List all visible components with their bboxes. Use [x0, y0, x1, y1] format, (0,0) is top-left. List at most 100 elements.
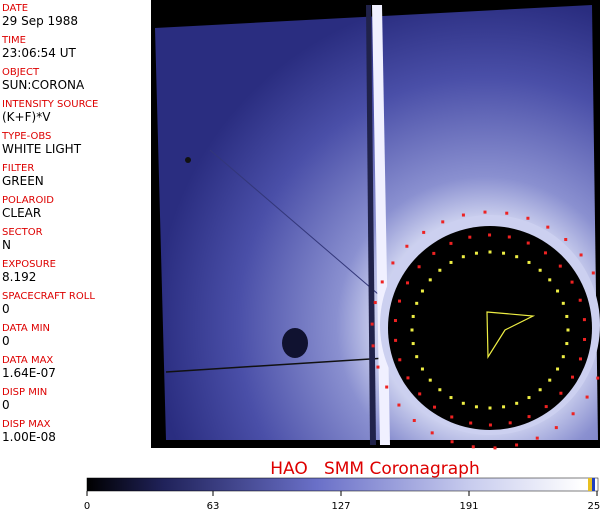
marker-dot	[515, 443, 519, 447]
field-value: SUN:CORONA	[2, 78, 85, 92]
field-label: DISP MIN	[2, 387, 48, 398]
marker-dot	[571, 412, 575, 416]
colorbar	[86, 477, 599, 492]
marker-dot	[559, 391, 563, 395]
colorbar-tick-label: 255	[587, 501, 600, 512]
marker-dot	[405, 244, 409, 248]
marker-dot	[385, 385, 389, 389]
occulter	[388, 226, 592, 430]
field-value: WHITE LIGHT	[2, 142, 82, 156]
marker-dot	[398, 358, 402, 362]
marker-dot	[546, 225, 550, 229]
marker-dot	[371, 344, 375, 348]
marker-dot	[406, 281, 410, 285]
marker-dot	[468, 235, 472, 239]
marker-dot	[441, 220, 445, 224]
marker-dot	[411, 314, 415, 318]
marker-dot	[398, 299, 402, 303]
marker-dot	[370, 322, 374, 326]
marker-dot	[474, 405, 478, 409]
marker-dot	[526, 216, 530, 220]
marker-dot	[428, 378, 432, 382]
selection	[486, 311, 536, 360]
corona-image	[155, 5, 598, 440]
marker-dot	[527, 415, 531, 419]
marker-dot	[561, 355, 565, 359]
marker-dot	[373, 301, 377, 305]
marker-dot	[548, 278, 552, 282]
marker-dot	[438, 268, 442, 272]
field-label: DATA MAX	[2, 355, 54, 366]
streak	[209, 149, 386, 301]
marker-dot	[488, 233, 492, 237]
marker-dot	[579, 253, 583, 257]
colorbar-end	[592, 478, 595, 491]
marker-dot	[535, 436, 539, 440]
field-value: 29 Sep 1988	[2, 14, 79, 28]
field-value: GREEN	[2, 174, 44, 188]
marker-dot	[415, 355, 419, 359]
marker-dot	[430, 431, 434, 435]
dark-spot	[282, 328, 308, 358]
marker-dot	[438, 388, 442, 392]
info-panel: DATE 29 Sep 1988 TIME 23:06:54 UT OBJECT SUN:…	[0, 0, 152, 448]
marker-dot	[471, 445, 475, 449]
field-label: FILTER	[2, 163, 35, 174]
marker-dot	[585, 395, 589, 399]
marker-dot	[433, 405, 437, 409]
marker-dot	[527, 260, 531, 264]
marker-dot	[417, 265, 421, 269]
field-label: DATA MIN	[2, 323, 50, 334]
marker-dot	[488, 406, 492, 410]
marker-dot	[578, 298, 582, 302]
marker-dot	[422, 230, 426, 234]
marker-dot	[450, 440, 454, 444]
pylon	[372, 5, 390, 445]
field-value: 1.00E-08	[2, 430, 56, 444]
field-value: 0	[2, 398, 10, 412]
field-value: 1.64E-07	[2, 366, 56, 380]
marker-dot	[561, 301, 565, 305]
marker-dot	[410, 328, 414, 332]
field-value: 0	[2, 334, 10, 348]
marker-dot	[380, 280, 384, 284]
marker-dot	[449, 260, 453, 264]
marker-dot	[538, 268, 542, 272]
marker-dot	[449, 241, 453, 245]
marker-dot	[566, 328, 570, 332]
field-label: EXPOSURE	[2, 259, 57, 270]
pylon-shadow	[366, 5, 376, 445]
colorbar-tick-label: 63	[207, 501, 220, 512]
marker-dot	[493, 446, 497, 450]
marker-dot	[538, 388, 542, 392]
marker-dot	[543, 251, 547, 255]
field-label: OBJECT	[2, 67, 40, 78]
marker-dot	[507, 235, 511, 239]
marker-dot	[570, 280, 574, 284]
field-label: DISP MAX	[2, 419, 51, 430]
marker-dot	[461, 213, 465, 217]
marker-dot	[412, 418, 416, 422]
colorbar-tick-label: 0	[84, 501, 90, 512]
marker-dot	[461, 255, 465, 259]
marker-dot	[415, 301, 419, 305]
marker-dot	[502, 405, 506, 409]
field-label: TIME	[2, 35, 27, 46]
marker-dot	[515, 401, 519, 405]
marker-dot	[544, 405, 548, 409]
marker-dot	[450, 415, 454, 419]
marker-dot	[578, 357, 582, 361]
marker-dot	[483, 210, 487, 214]
marker-dot	[583, 337, 587, 341]
marker-dot	[420, 367, 424, 371]
halo	[380, 215, 600, 435]
field-label: SECTOR	[2, 227, 43, 238]
spot	[185, 157, 191, 163]
marker-dot	[411, 342, 415, 346]
image-title: HAO SMM Coronagraph	[270, 459, 479, 479]
colorbar-tick-label: 191	[459, 501, 478, 512]
marker-dot	[420, 289, 424, 293]
marker-dot	[432, 251, 436, 255]
field-label: POLAROID	[2, 195, 55, 206]
